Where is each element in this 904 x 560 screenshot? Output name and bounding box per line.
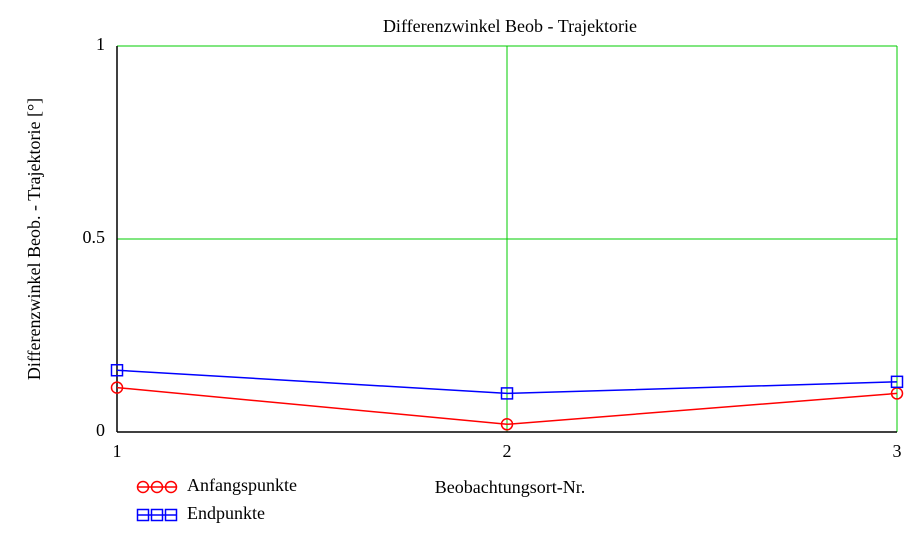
series-line: [116, 386, 898, 426]
series-line: [116, 369, 898, 395]
x-tick-label: 1: [113, 441, 122, 461]
legend-label: Anfangspunkte: [187, 475, 297, 495]
y-tick-label: 0.5: [83, 227, 106, 247]
data-point: [110, 363, 124, 377]
data-point: [110, 381, 124, 394]
data-point: [500, 387, 514, 400]
y-axis-label: Differenzwinkel Beob. - Trajektorie [°]: [24, 98, 44, 380]
y-tick-label: 0: [96, 420, 105, 440]
x-tick-label: 2: [503, 441, 512, 461]
x-axis-label: Beobachtungsort-Nr.: [435, 477, 585, 497]
data-point: [890, 375, 904, 389]
x-tick-label: 3: [893, 441, 902, 461]
y-tick-label: 1: [96, 34, 105, 54]
chart-title: Differenzwinkel Beob - Trajektorie: [383, 16, 637, 36]
data-point: [500, 418, 514, 431]
legend-label: Endpunkte: [187, 503, 265, 523]
